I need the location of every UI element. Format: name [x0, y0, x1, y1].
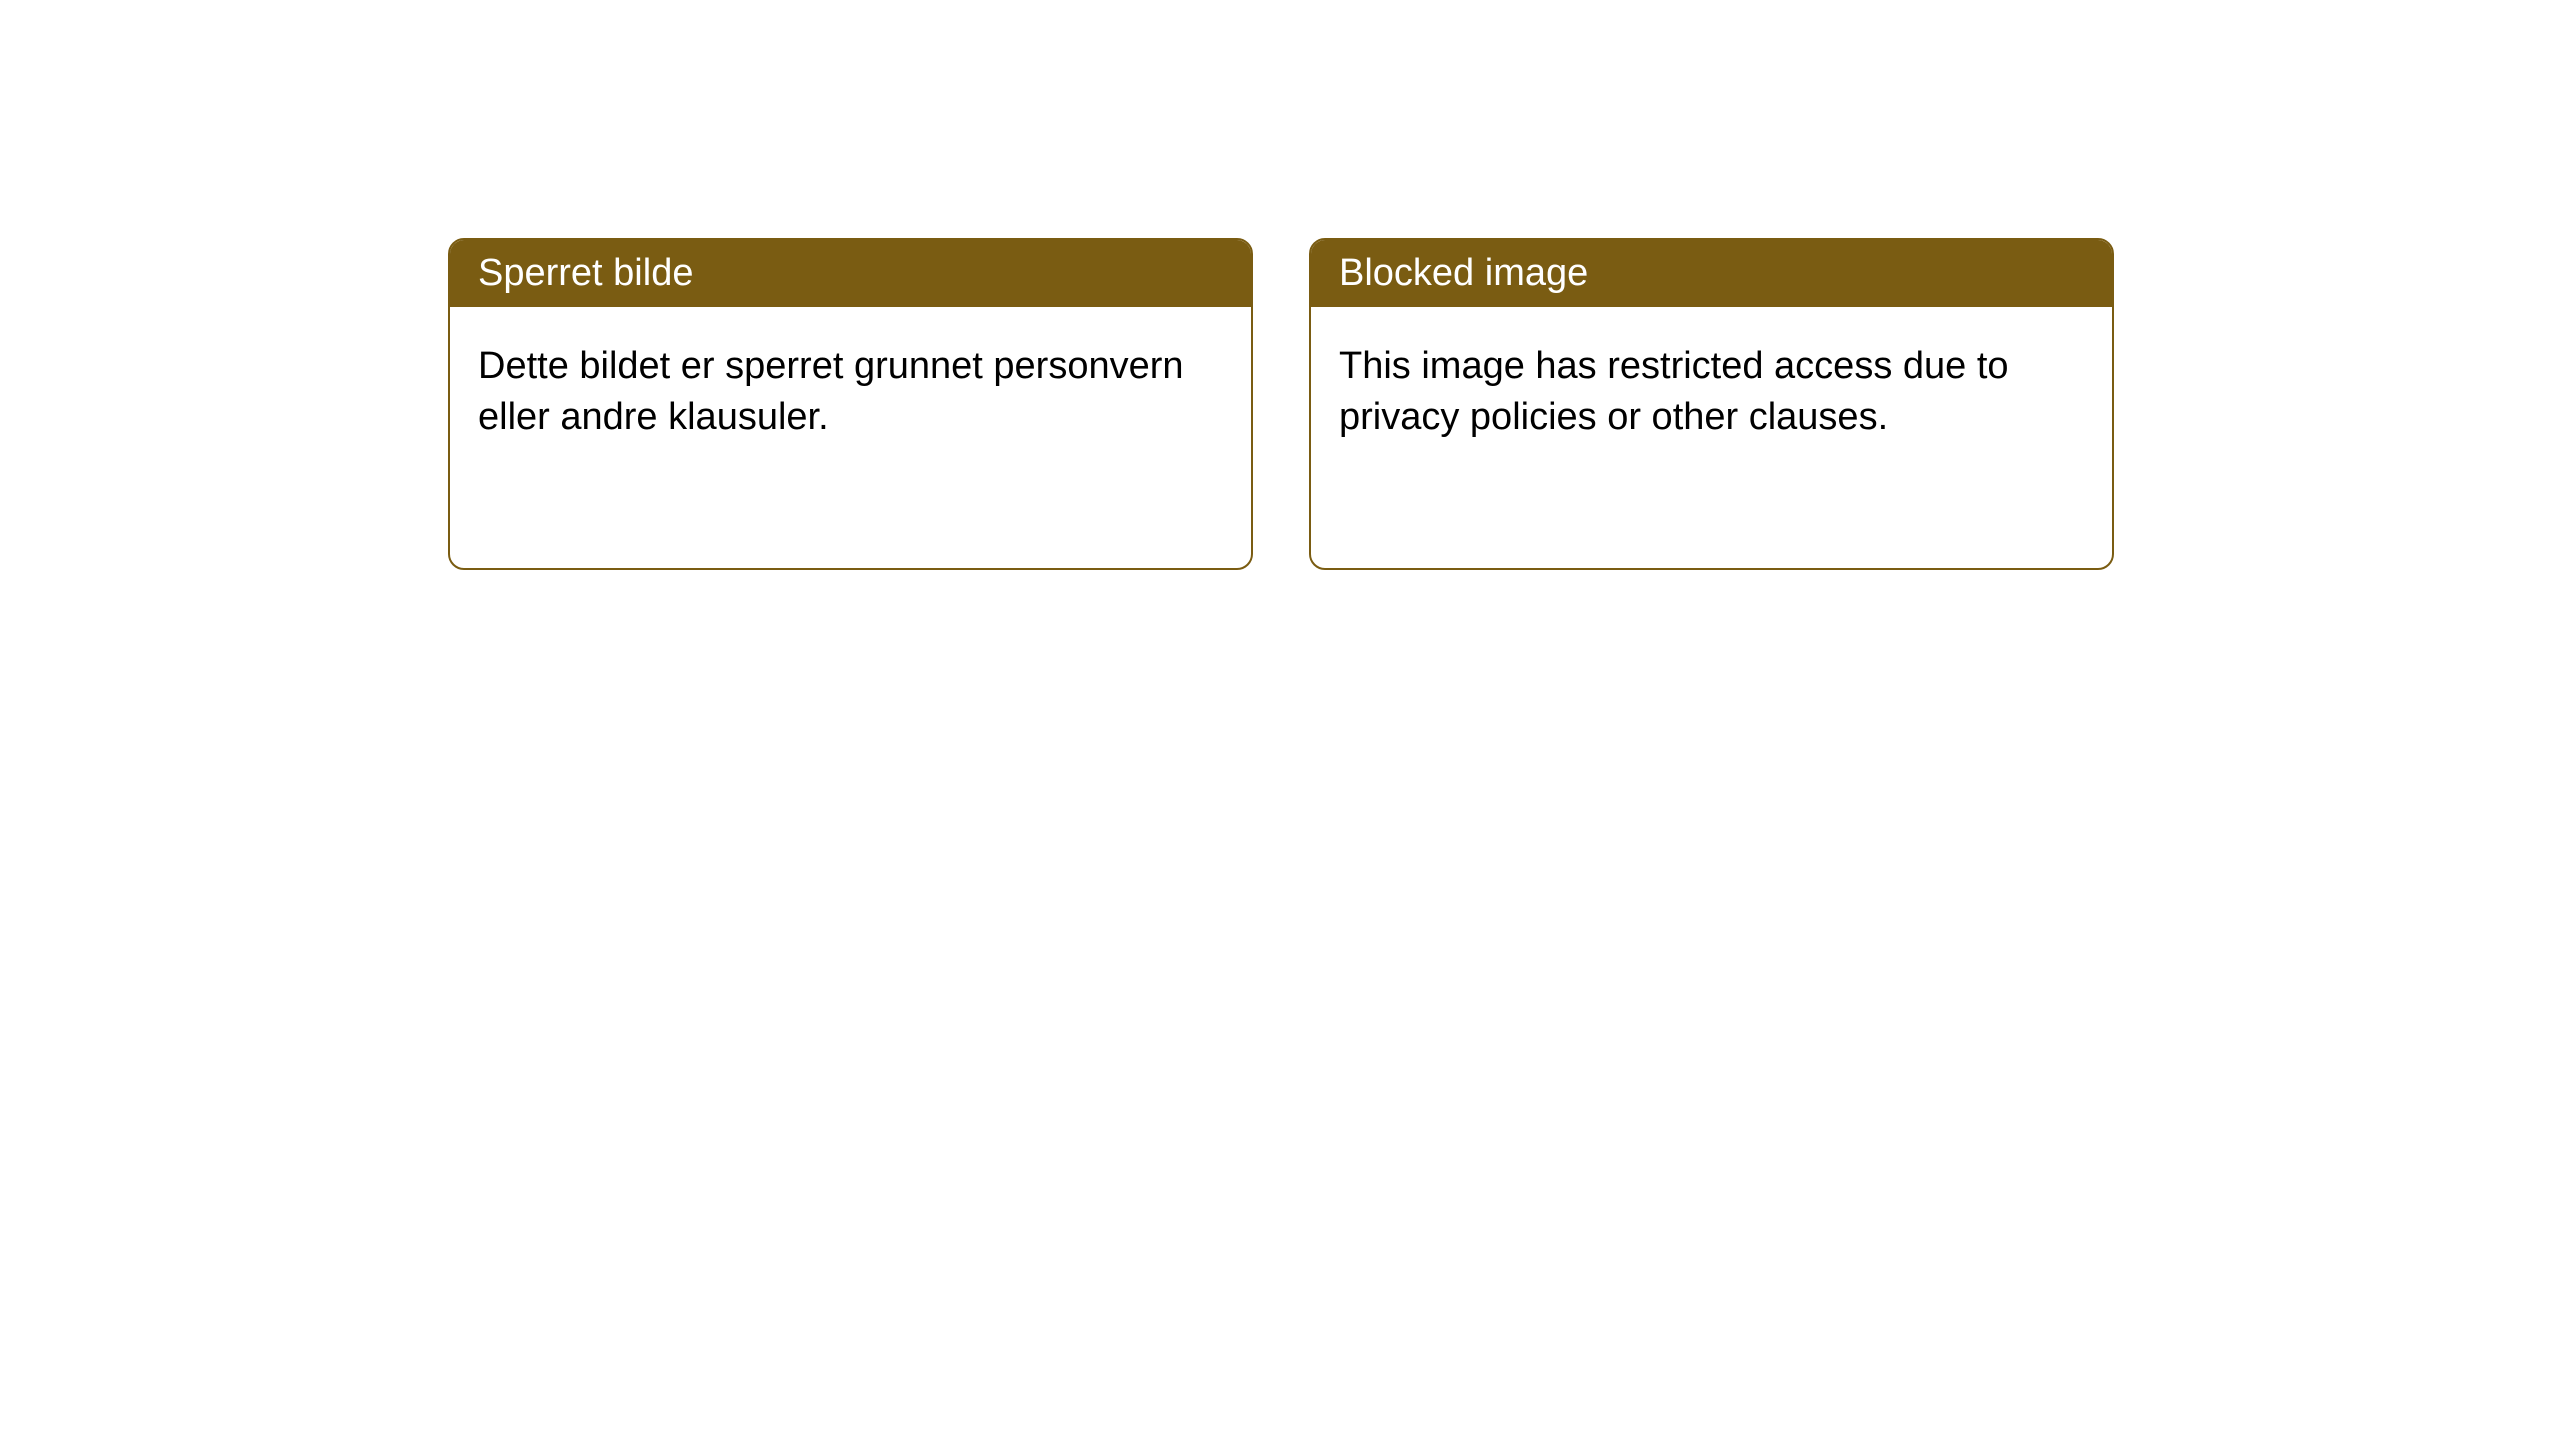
notice-cards-container: Sperret bilde Dette bildet er sperret gr… [448, 238, 2560, 570]
notice-card-english: Blocked image This image has restricted … [1309, 238, 2114, 570]
notice-card-title: Blocked image [1311, 240, 2112, 307]
notice-card-body: This image has restricted access due to … [1311, 307, 2112, 478]
notice-card-norwegian: Sperret bilde Dette bildet er sperret gr… [448, 238, 1253, 570]
notice-card-title: Sperret bilde [450, 240, 1251, 307]
notice-card-body: Dette bildet er sperret grunnet personve… [450, 307, 1251, 478]
